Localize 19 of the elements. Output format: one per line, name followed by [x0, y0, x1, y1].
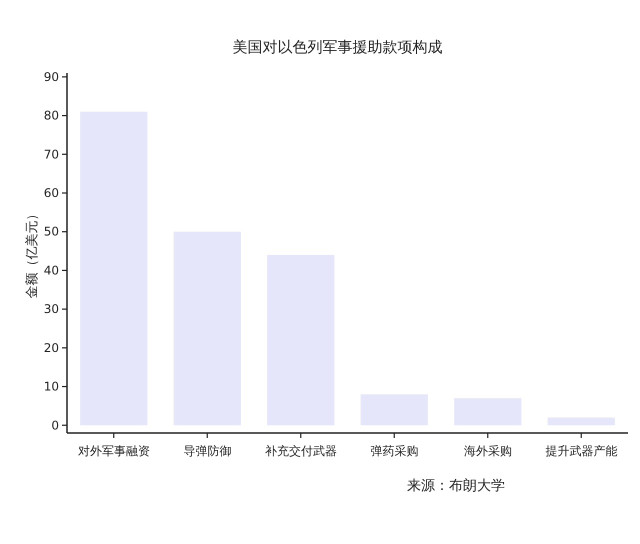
y-tick-label: 60 — [44, 186, 59, 200]
source-note: 来源：布朗大学 — [407, 478, 505, 494]
x-tick-label: 海外采购 — [464, 444, 512, 458]
y-tick-label: 10 — [44, 380, 59, 394]
x-tick-label: 导弹防御 — [183, 444, 232, 458]
y-tick-label: 80 — [44, 108, 59, 123]
y-tick-label: 50 — [44, 224, 59, 239]
y-axis-title: 金额（亿美元） — [24, 208, 40, 298]
y-tick-label: 90 — [44, 70, 59, 84]
x-tick-label: 补充交付武器 — [264, 444, 337, 458]
x-tick-label: 对外军事融资 — [78, 444, 150, 458]
y-tick-label: 0 — [51, 418, 59, 432]
y-tick-label: 40 — [44, 263, 59, 278]
x-tick-label: 提升武器产能 — [545, 444, 618, 458]
y-tick-label: 30 — [44, 302, 59, 316]
y-tick-label: 20 — [44, 340, 59, 355]
x-tick-label: 弹药采购 — [370, 444, 418, 458]
chart-title: 美国对以色列军事援助款项构成 — [232, 38, 442, 56]
y-tick-label: 70 — [44, 147, 59, 162]
